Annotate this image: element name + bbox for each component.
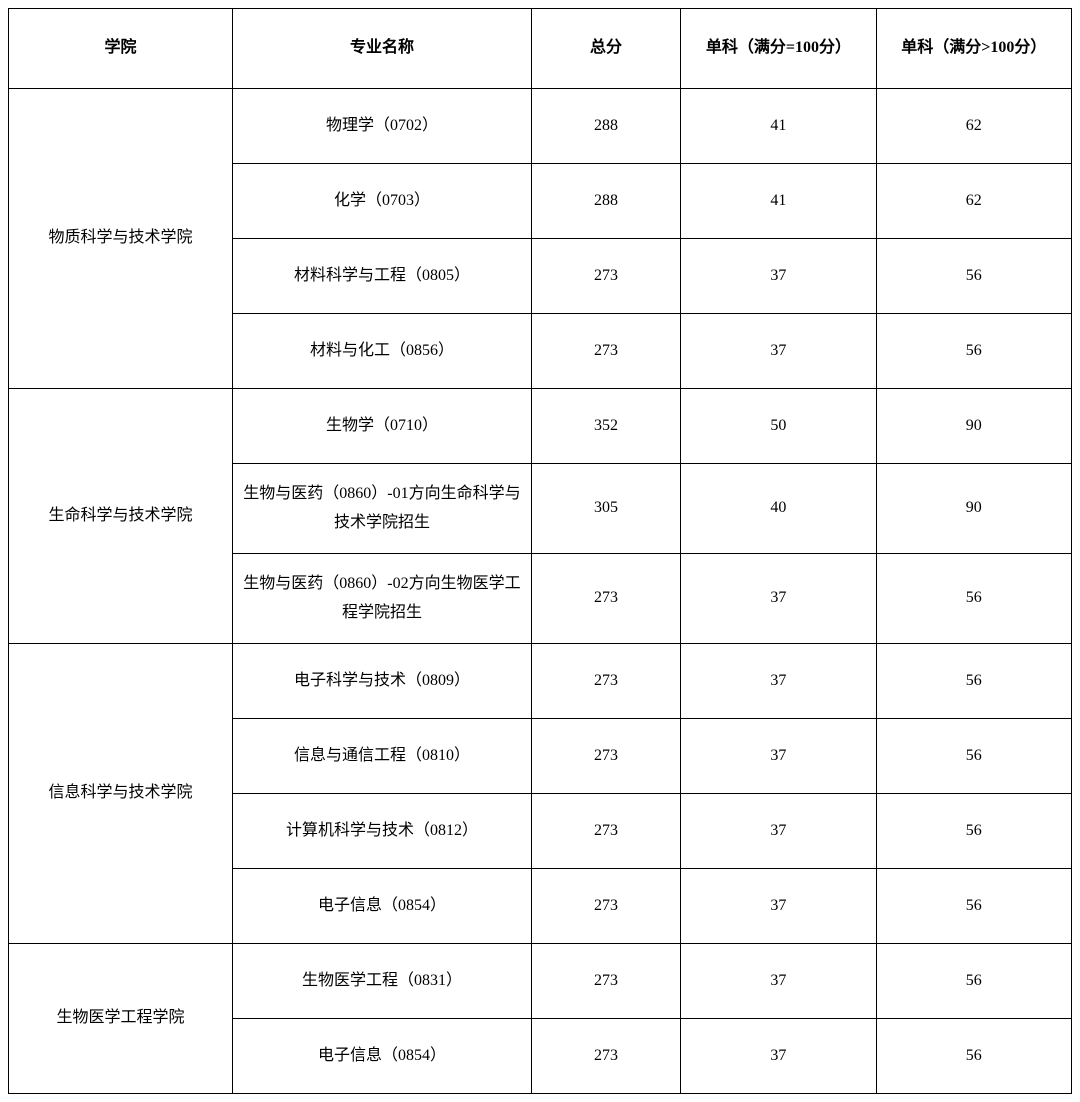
- header-sub100: 单科（满分=100分）: [681, 9, 876, 89]
- total-cell: 273: [531, 719, 680, 794]
- major-cell: 生物与医药（0860）-02方向生物医学工程学院招生: [233, 554, 532, 644]
- sub-gt100-cell: 56: [876, 239, 1071, 314]
- major-cell: 材料科学与工程（0805）: [233, 239, 532, 314]
- sub-gt100-cell: 56: [876, 1019, 1071, 1094]
- sub-gt100-cell: 62: [876, 164, 1071, 239]
- sub100-cell: 37: [681, 869, 876, 944]
- major-cell: 化学（0703）: [233, 164, 532, 239]
- major-cell: 计算机科学与技术（0812）: [233, 794, 532, 869]
- total-cell: 273: [531, 314, 680, 389]
- total-cell: 273: [531, 794, 680, 869]
- sub100-cell: 37: [681, 944, 876, 1019]
- college-cell: 物质科学与技术学院: [9, 89, 233, 389]
- major-cell: 电子科学与技术（0809）: [233, 644, 532, 719]
- sub100-cell: 41: [681, 89, 876, 164]
- total-cell: 288: [531, 164, 680, 239]
- sub100-cell: 37: [681, 554, 876, 644]
- major-cell: 生物与医药（0860）-01方向生命科学与技术学院招生: [233, 464, 532, 554]
- major-cell: 电子信息（0854）: [233, 1019, 532, 1094]
- major-cell: 物理学（0702）: [233, 89, 532, 164]
- college-cell: 信息科学与技术学院: [9, 644, 233, 944]
- total-cell: 273: [531, 944, 680, 1019]
- major-cell: 生物医学工程（0831）: [233, 944, 532, 1019]
- total-cell: 273: [531, 1019, 680, 1094]
- header-row: 学院 专业名称 总分 单科（满分=100分） 单科（满分>100分）: [9, 9, 1072, 89]
- total-cell: 273: [531, 554, 680, 644]
- header-total: 总分: [531, 9, 680, 89]
- total-cell: 273: [531, 644, 680, 719]
- sub100-cell: 37: [681, 239, 876, 314]
- college-cell: 生物医学工程学院: [9, 944, 233, 1094]
- sub-gt100-cell: 90: [876, 464, 1071, 554]
- sub100-cell: 37: [681, 314, 876, 389]
- sub100-cell: 37: [681, 1019, 876, 1094]
- sub100-cell: 41: [681, 164, 876, 239]
- major-cell: 电子信息（0854）: [233, 869, 532, 944]
- sub-gt100-cell: 56: [876, 794, 1071, 869]
- table-row: 生命科学与技术学院 生物学（0710） 352 50 90: [9, 389, 1072, 464]
- header-sub-gt100: 单科（满分>100分）: [876, 9, 1071, 89]
- sub100-cell: 37: [681, 794, 876, 869]
- total-cell: 273: [531, 239, 680, 314]
- total-cell: 288: [531, 89, 680, 164]
- sub100-cell: 37: [681, 719, 876, 794]
- sub-gt100-cell: 56: [876, 944, 1071, 1019]
- sub-gt100-cell: 56: [876, 554, 1071, 644]
- sub-gt100-cell: 56: [876, 869, 1071, 944]
- sub-gt100-cell: 62: [876, 89, 1071, 164]
- sub100-cell: 40: [681, 464, 876, 554]
- major-cell: 材料与化工（0856）: [233, 314, 532, 389]
- sub100-cell: 37: [681, 644, 876, 719]
- total-cell: 352: [531, 389, 680, 464]
- college-cell: 生命科学与技术学院: [9, 389, 233, 644]
- sub-gt100-cell: 56: [876, 314, 1071, 389]
- total-cell: 305: [531, 464, 680, 554]
- table-row: 物质科学与技术学院 物理学（0702） 288 41 62: [9, 89, 1072, 164]
- sub100-cell: 50: [681, 389, 876, 464]
- table-body: 物质科学与技术学院 物理学（0702） 288 41 62 化学（0703） 2…: [9, 89, 1072, 1094]
- table-row: 生物医学工程学院 生物医学工程（0831） 273 37 56: [9, 944, 1072, 1019]
- header-major: 专业名称: [233, 9, 532, 89]
- header-college: 学院: [9, 9, 233, 89]
- table-row: 信息科学与技术学院 电子科学与技术（0809） 273 37 56: [9, 644, 1072, 719]
- sub-gt100-cell: 56: [876, 719, 1071, 794]
- score-table: 学院 专业名称 总分 单科（满分=100分） 单科（满分>100分） 物质科学与…: [8, 8, 1072, 1094]
- major-cell: 信息与通信工程（0810）: [233, 719, 532, 794]
- total-cell: 273: [531, 869, 680, 944]
- sub-gt100-cell: 56: [876, 644, 1071, 719]
- major-cell: 生物学（0710）: [233, 389, 532, 464]
- sub-gt100-cell: 90: [876, 389, 1071, 464]
